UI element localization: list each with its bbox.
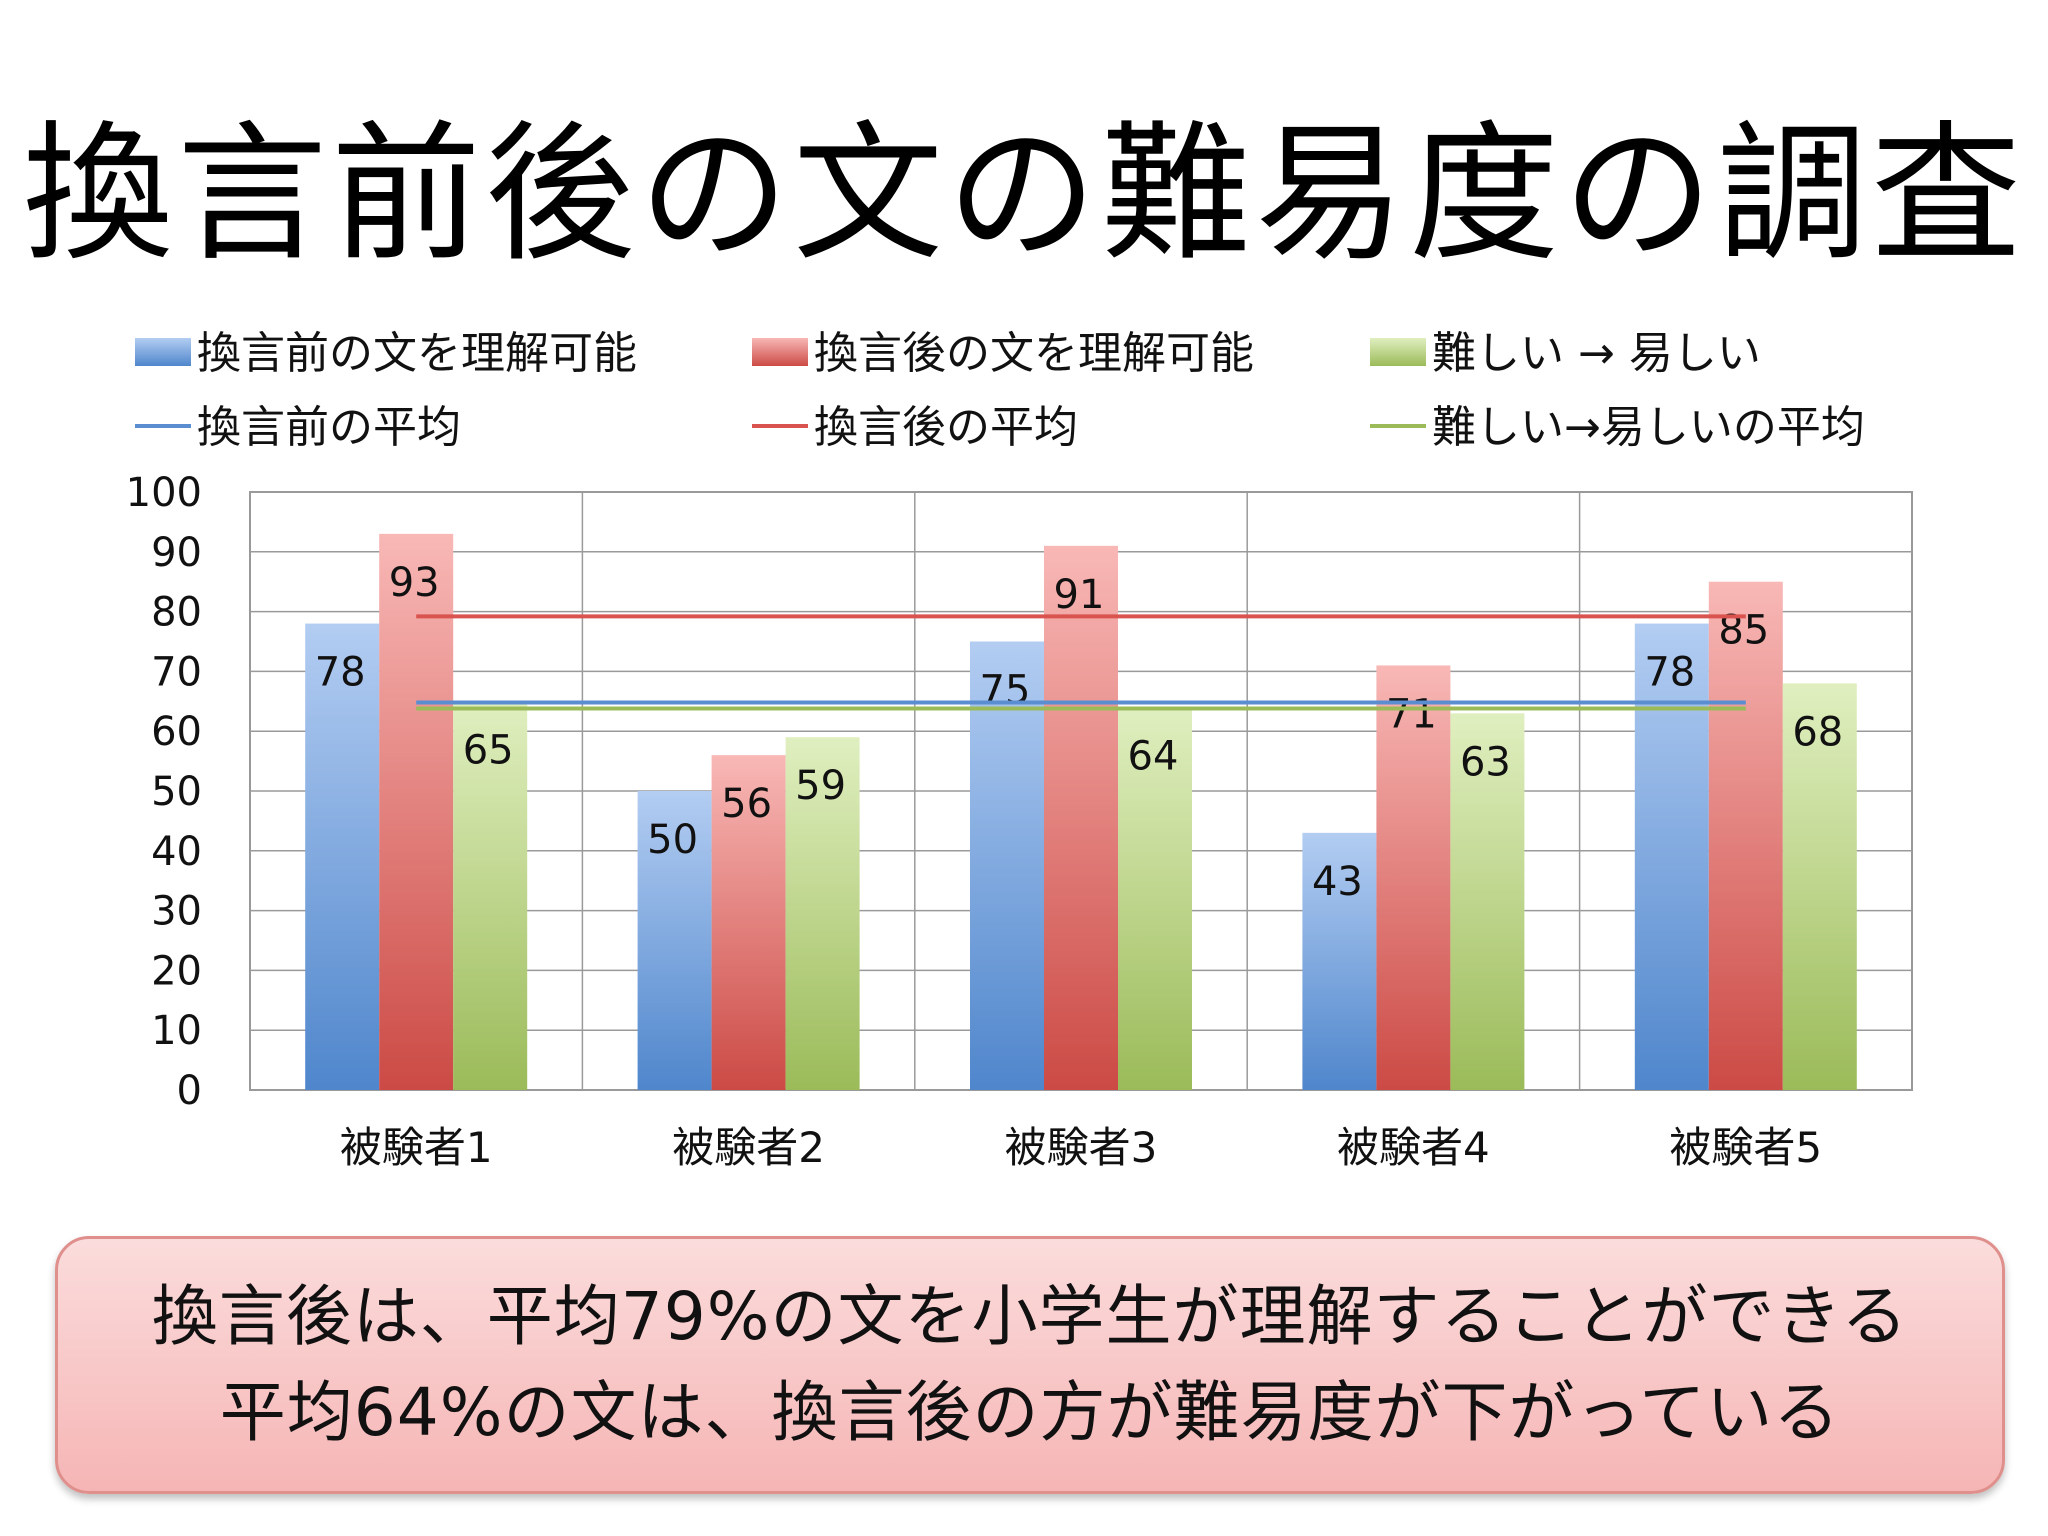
data-label: 65 [463,727,514,773]
bar [453,701,528,1090]
legend-swatch [135,338,191,366]
bar [1302,832,1377,1090]
y-tick-label: 0 [177,1068,202,1114]
bar [1044,545,1118,1090]
y-tick-label: 80 [151,590,202,636]
data-label: 59 [795,763,846,809]
bar [637,791,712,1090]
data-label: 91 [1054,572,1105,618]
y-tick-label: 10 [151,1008,202,1054]
bar [1708,581,1783,1090]
x-tick-label: 被験者2 [672,1123,825,1172]
y-tick-label: 50 [151,769,202,815]
data-label: 78 [1644,650,1695,696]
bar [305,623,380,1090]
legend-swatch [1370,338,1426,366]
data-label: 64 [1128,733,1179,779]
bar [1450,713,1525,1090]
bar [711,755,786,1090]
bar [785,737,860,1090]
data-label: 50 [647,817,698,863]
data-label: 63 [1460,739,1511,785]
legend-swatch [752,338,808,366]
bar [970,641,1044,1090]
y-tick-label: 90 [151,530,202,576]
data-label: 56 [721,781,772,827]
x-tick-label: 被験者5 [1669,1123,1822,1172]
y-tick-label: 20 [151,948,202,994]
summary-line-2: 平均64%の文は、換言後の方が難易度が下がっている [219,1374,1841,1451]
bar [1118,707,1192,1090]
y-tick-label: 60 [151,709,202,755]
x-tick-label: 被験者4 [1337,1123,1490,1172]
bar [1782,683,1857,1090]
plot-area: 0 10 20 30 40 50 60 70 80 90 100 78 50 75 43 78 93 56 91 71… [126,470,1913,1172]
y-tick-label: 100 [126,470,202,516]
x-tick-label: 被験者1 [340,1123,493,1172]
y-tick-label: 70 [151,649,202,695]
summary-box: 換言後は、平均79%の文を小学生が理解することができる 平均64%の文は、換言後… [55,1236,2005,1494]
x-tick-label: 被験者3 [1005,1123,1158,1172]
legend-label: 換言前の文を理解可能 [197,328,637,379]
slide-title: 換言前後の文の難易度の調査 [22,108,2025,282]
data-label: 43 [1312,859,1363,905]
legend-label: 換言後の平均 [814,402,1078,453]
data-label: 68 [1792,709,1843,755]
data-label: 78 [315,650,366,696]
legend-label: 難しい→易しいの平均 [1432,402,1865,453]
summary-line-1: 換言後は、平均79%の文を小学生が理解することができる [151,1278,1909,1355]
bar [1376,665,1451,1090]
legend-label: 換言前の平均 [197,402,461,453]
data-label: 75 [980,668,1031,714]
y-tick-label: 40 [151,829,202,875]
bar [379,533,454,1090]
legend-label: 難しい → 易しい [1432,328,1761,379]
data-label: 93 [389,560,440,606]
y-tick-label: 30 [151,889,202,935]
legend-label: 換言後の文を理解可能 [814,328,1254,379]
data-label: 71 [1386,691,1437,737]
